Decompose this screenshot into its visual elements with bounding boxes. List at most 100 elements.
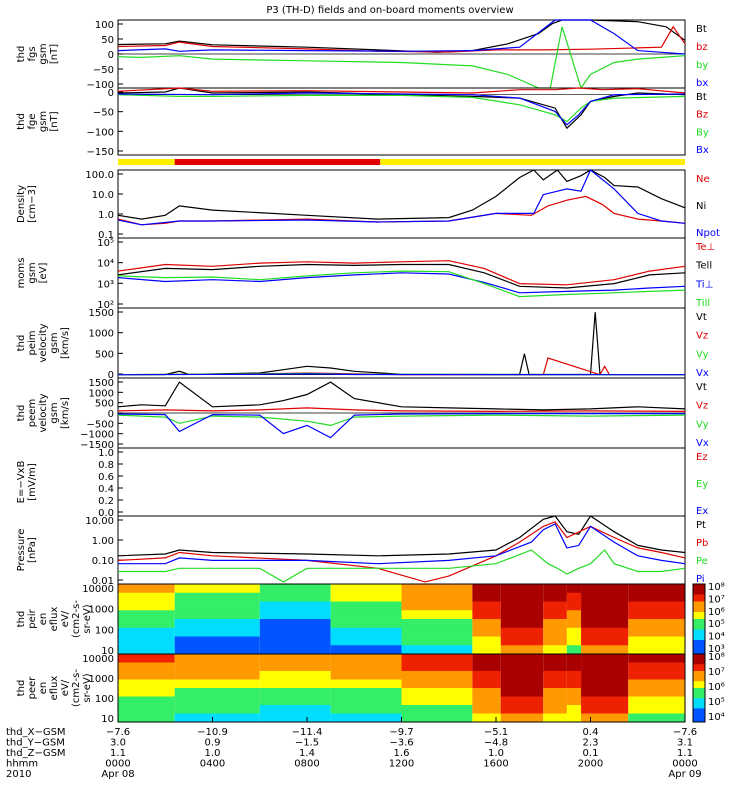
heatmap-cell-peer-3-3 xyxy=(330,679,402,689)
colorbar-cell-peer-15 xyxy=(693,705,705,709)
ylabel-pressure-1: [nPa] xyxy=(27,537,38,563)
heatmap-cell-peir-1-6 xyxy=(174,636,260,646)
xrow-value-2-5: 0.1 xyxy=(583,748,599,759)
heatmap-cell-peir-4-4 xyxy=(401,619,473,629)
xrow-label-0: thd_X−GSM xyxy=(6,727,66,738)
legend-efield-0: Ez xyxy=(696,452,708,463)
colorbar-cell-peir-0 xyxy=(693,584,705,588)
heatmap-cell-peer-10-7 xyxy=(628,713,685,723)
heatmap-cell-peer-8-6 xyxy=(566,705,582,714)
heatmap-cell-peer-4-1 xyxy=(401,662,473,672)
colorbar-tick-peir-2: 10⁶ xyxy=(708,607,725,618)
ytick-peem-1: 1000 xyxy=(89,388,114,399)
ytick-peim-2: 500 xyxy=(95,349,114,360)
xrow-label-2: thd_Z−GSM xyxy=(6,748,66,759)
heatmap-cell-peir-6-4 xyxy=(500,619,544,629)
heatmap-cell-peir-3-5 xyxy=(330,627,402,637)
heatmap-cell-peir-8-5 xyxy=(566,627,582,637)
heatmap-cell-peer-8-3 xyxy=(566,679,582,689)
ylabel-density-0: Density xyxy=(16,185,27,223)
ytick-peer-0: 10000 xyxy=(82,654,114,665)
heatmap-cell-peer-2-4 xyxy=(259,688,331,697)
colorbar-cell-peir-3 xyxy=(693,594,705,599)
xrow-value-3-6: 0000 xyxy=(672,759,697,770)
heatmap-cell-peer-5-1 xyxy=(472,662,501,672)
heatmap-cell-peir-5-5 xyxy=(472,627,501,637)
heatmap-cell-peer-0-0 xyxy=(118,654,175,663)
xrow-label-3: hhmm xyxy=(6,759,38,770)
ytick-fge-1: −50 xyxy=(93,108,114,119)
heatmap-cell-peer-0-1 xyxy=(118,662,175,672)
heatmap-cell-peer-9-4 xyxy=(581,688,629,697)
heatmap-cell-peer-6-3 xyxy=(500,679,544,689)
ylabel-pressure-0: Pressure xyxy=(16,529,27,572)
colorbar-tick-peir-4: 10⁴ xyxy=(708,632,725,643)
heatmap-cell-peir-4-6 xyxy=(401,636,473,646)
ylabel-peer-5: (cm2-s- xyxy=(71,669,82,707)
heatmap-cell-peer-8-7 xyxy=(566,713,582,723)
heatmap-cell-peir-2-6 xyxy=(259,636,331,646)
ylabel-peer-6: sr-eV) xyxy=(82,673,93,702)
heatmap-cell-peer-7-4 xyxy=(543,688,567,697)
heatmap-cell-peir-8-6 xyxy=(566,636,582,646)
heatmap-cell-peer-6-6 xyxy=(500,705,544,714)
ylabel-peir-5: (cm2-s- xyxy=(71,600,82,638)
heatmap-cell-peir-10-1 xyxy=(628,592,685,602)
xrow-value-1-0: 3.0 xyxy=(110,738,126,749)
ylabel-peer-1: peer xyxy=(27,676,38,700)
heatmap-cell-peer-2-2 xyxy=(259,671,331,680)
ylabel-fgs-3: [nT] xyxy=(49,44,60,64)
colorbar-cell-peir-12 xyxy=(693,626,705,630)
heatmap-cell-peir-6-1 xyxy=(500,592,544,602)
mode-bar-segment-0 xyxy=(118,159,175,165)
ytick-efield-0: 1.0 xyxy=(98,448,114,459)
xrow-value-0-2: −11.4 xyxy=(292,727,323,738)
heatmap-cell-peer-10-1 xyxy=(628,662,685,672)
ylabel-peer-4: eV/ xyxy=(60,679,71,696)
legend-temp-3: Till xyxy=(695,298,710,309)
colorbar-cell-peer-17 xyxy=(693,711,705,716)
heatmap-cell-peir-10-6 xyxy=(628,636,685,646)
ylabel-peim-2: velocity xyxy=(38,323,49,362)
heatmap-cell-peir-7-2 xyxy=(543,601,567,611)
heatmap-cell-peir-3-3 xyxy=(330,610,402,620)
heatmap-cell-peer-10-2 xyxy=(628,671,685,680)
colorbar-tick-peir-3: 10⁵ xyxy=(708,619,725,630)
colorbar-tick-peer-2: 10⁶ xyxy=(708,682,725,693)
ylabel-peem-4: [km/s] xyxy=(60,397,71,429)
heatmap-cell-peir-5-6 xyxy=(472,636,501,646)
ylabel-peir-1: peir xyxy=(27,608,38,628)
heatmap-cell-peir-8-3 xyxy=(566,610,582,620)
ytick-peem-5: −1000 xyxy=(80,430,114,441)
legend-density-0: Ne xyxy=(696,174,710,185)
heatmap-cell-peir-8-4 xyxy=(566,619,582,629)
heatmap-cell-peer-1-2 xyxy=(174,671,260,680)
colorbar-cell-peir-15 xyxy=(693,636,705,641)
ylabel-peim-3: gsm xyxy=(49,332,60,353)
ylabel-peem-2: velocity xyxy=(38,393,49,432)
legend-temp-2: Ti⊥ xyxy=(695,279,713,290)
legend-density-1: Ni xyxy=(696,201,706,212)
ytick-fge-3: −150 xyxy=(87,147,114,158)
heatmap-cell-peer-1-3 xyxy=(174,679,260,689)
legend-fgs-0: Bt xyxy=(696,24,707,35)
xrow-value-3-0: 0000 xyxy=(105,759,130,770)
heatmap-cell-peer-3-1 xyxy=(330,662,402,672)
ytick-pressure-2: 0.10 xyxy=(92,556,114,567)
series-line-fgs-bz xyxy=(117,25,686,53)
heatmap-cell-peer-0-4 xyxy=(118,688,175,697)
heatmap-cell-peer-1-4 xyxy=(174,688,260,697)
colorbar-tick-peer-3: 10⁵ xyxy=(708,697,725,708)
series-line-pressure-Pe xyxy=(118,549,686,583)
heatmap-cell-peir-6-6 xyxy=(500,636,544,646)
colorbar-tick-peer-0: 10⁸ xyxy=(708,652,725,663)
heatmap-cell-peer-5-3 xyxy=(472,679,501,689)
heatmap-cell-peer-7-5 xyxy=(543,696,567,706)
xrow-value-2-0: 1.1 xyxy=(110,748,126,759)
xrow-value-3-3: 1200 xyxy=(389,759,414,770)
series-line-fgs-by xyxy=(117,26,686,90)
heatmap-cell-peir-3-2 xyxy=(330,601,402,611)
colorbar-tick-peir-0: 10⁸ xyxy=(708,582,725,593)
ytick-fge-2: −100 xyxy=(87,127,114,138)
heatmap-cell-peer-5-4 xyxy=(472,688,501,697)
